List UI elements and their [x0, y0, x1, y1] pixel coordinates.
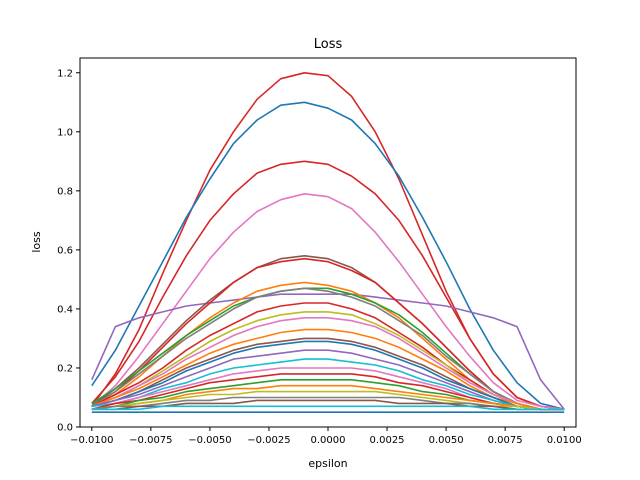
series-line-21 [91, 384, 565, 411]
series-lines [91, 72, 565, 414]
series-line-25 [91, 405, 565, 411]
series-line-23 [91, 396, 565, 411]
x-axis-label: epsilon [308, 457, 347, 470]
x-axis-ticks: −0.0100 −0.0075 −0.0050 −0.0025 0.0000 0.0025… [70, 427, 582, 446]
series-line-9 [91, 287, 565, 411]
x-tick-label: 0.0100 [547, 435, 582, 446]
x-tick-label: −0.0100 [70, 435, 113, 446]
series-line-1 [91, 101, 565, 411]
x-tick-label: −0.0075 [129, 435, 172, 446]
chart-title: Loss [314, 37, 343, 52]
series-line-13 [91, 328, 565, 411]
series-line-3 [91, 193, 565, 411]
series-line-15 [91, 340, 565, 411]
series-line-16 [91, 349, 565, 411]
y-tick-label: 0.4 [57, 304, 73, 315]
x-tick-label: −0.0050 [188, 435, 231, 446]
x-tick-label: 0.0075 [488, 435, 523, 446]
y-tick-label: 0.8 [57, 186, 73, 197]
series-line-10 [91, 302, 565, 411]
series-line-17 [91, 358, 565, 411]
x-tick-label: 0.0025 [370, 435, 405, 446]
series-line-4 [91, 293, 565, 410]
y-tick-label: 0.0 [57, 423, 73, 434]
y-tick-label: 1.0 [57, 127, 73, 138]
y-axis-label: loss [30, 231, 43, 253]
y-axis-ticks: 0.0 0.2 0.4 0.6 0.8 1.0 1.2 [57, 68, 80, 434]
y-tick-label: 0.6 [57, 245, 73, 256]
x-tick-label: −0.0025 [247, 435, 290, 446]
y-tick-label: 1.2 [57, 68, 73, 79]
x-tick-label: 0.0000 [311, 435, 346, 446]
series-line-12 [91, 316, 565, 411]
x-tick-label: 0.0050 [429, 435, 464, 446]
y-tick-label: 0.2 [57, 363, 73, 374]
series-line-19 [91, 373, 565, 411]
series-line-2 [91, 160, 565, 411]
series-line-24 [91, 399, 565, 411]
